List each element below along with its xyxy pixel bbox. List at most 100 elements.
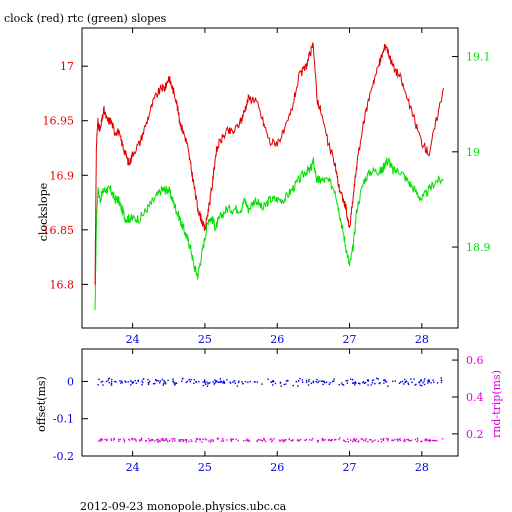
rndtrip-point <box>113 437 115 440</box>
offset-point <box>111 381 113 383</box>
bottom-ylabel: offset(ms) <box>35 376 48 432</box>
rndtrip-point <box>151 439 153 441</box>
top-x-tick-label: 24 <box>126 333 140 346</box>
offset-point <box>295 381 297 383</box>
offset-point <box>204 383 207 385</box>
top-x-tick-label: 28 <box>415 333 429 346</box>
rndtrip-point <box>145 440 147 442</box>
rndtrip-point <box>174 440 176 442</box>
offset-point <box>130 380 132 382</box>
rndtrip-point <box>382 438 384 441</box>
offset-point <box>214 379 216 381</box>
rndtrip-point <box>186 439 188 441</box>
rndtrip-point <box>106 438 108 441</box>
rndtrip-point <box>305 438 307 441</box>
offset-point <box>97 384 99 386</box>
rndtrip-point <box>354 439 356 442</box>
rndtrip-point <box>374 439 376 441</box>
offset-point <box>325 381 328 383</box>
rndtrip-point <box>178 440 180 442</box>
rndtrip-point <box>428 440 431 442</box>
offset-point <box>232 381 234 383</box>
rndtrip-point <box>355 440 357 443</box>
offset-point <box>286 379 288 382</box>
offset-point <box>130 384 132 386</box>
offset-point <box>280 385 282 387</box>
rndtrip-point <box>99 439 101 441</box>
rndtrip-point <box>429 439 432 442</box>
bottom-y2-tick-label: 0.2 <box>466 428 484 441</box>
rndtrip-point <box>425 440 427 442</box>
offset-point <box>341 382 343 384</box>
rndtrip-point <box>279 440 281 442</box>
offset-point <box>379 382 381 384</box>
rndtrip-point <box>288 438 290 441</box>
offset-point <box>272 380 274 382</box>
offset-point <box>102 384 104 386</box>
offset-point <box>142 381 144 384</box>
offset-point <box>164 383 167 385</box>
rndtrip-point <box>441 438 444 440</box>
rndtrip-point <box>160 439 162 441</box>
offset-point <box>346 382 349 384</box>
offset-point <box>323 380 325 383</box>
offset-point <box>338 384 340 386</box>
rndtrip-point <box>409 440 411 442</box>
offset-point <box>241 381 243 383</box>
rndtrip-point <box>190 439 192 441</box>
offset-point <box>107 379 109 382</box>
footer-text: 2012-09-23 monopole.physics.ubc.ca <box>80 500 287 512</box>
offset-point <box>172 380 174 383</box>
rndtrip-point <box>208 440 210 442</box>
offset-point <box>162 384 164 386</box>
rndtrip-point <box>296 439 299 441</box>
offset-point <box>297 380 300 382</box>
offset-point <box>111 378 113 381</box>
rndtrip-point <box>407 438 409 441</box>
rndtrip-point <box>180 438 182 441</box>
offset-point <box>401 380 404 383</box>
offset-point <box>353 382 356 384</box>
rndtrip-point <box>322 439 324 441</box>
offset-point <box>352 382 355 384</box>
rndtrip-point <box>222 440 224 442</box>
rndtrip-point <box>281 440 284 442</box>
offset-point <box>305 379 308 382</box>
offset-point <box>220 381 223 383</box>
rtc-series-line <box>94 157 444 311</box>
rndtrip-point <box>182 440 184 442</box>
rndtrip-point <box>278 439 281 441</box>
offset-point <box>432 379 434 381</box>
offset-point <box>101 380 104 383</box>
rndtrip-point <box>427 439 429 441</box>
rndtrip-point <box>113 439 115 441</box>
offset-point <box>310 382 313 384</box>
offset-point <box>137 379 139 382</box>
offset-point <box>440 381 443 384</box>
offset-point <box>370 384 372 386</box>
top-x-tick-label: 25 <box>198 333 212 346</box>
rndtrip-point <box>106 439 108 442</box>
offset-point <box>108 381 110 384</box>
rndtrip-point <box>357 441 360 443</box>
offset-point <box>214 382 216 384</box>
offset-point <box>350 378 352 380</box>
rndtrip-point <box>98 440 100 442</box>
offset-point <box>358 382 360 385</box>
offset-point <box>329 382 332 384</box>
offset-point <box>137 380 140 383</box>
top-y-tick-label: 16.95 <box>43 115 75 128</box>
offset-point <box>420 379 422 381</box>
offset-point <box>345 380 347 382</box>
offset-point <box>333 380 335 382</box>
top-y2-tick-label: 19 <box>466 146 480 159</box>
rndtrip-point <box>353 437 355 440</box>
rndtrip-point <box>179 440 182 442</box>
rndtrip-point <box>217 438 219 440</box>
rndtrip-point <box>128 439 131 441</box>
rndtrip-point <box>161 437 163 440</box>
bottom-panel: offset(ms) rnd-trip(ms) 24 25 26 27 28 -0.2 -0… <box>35 348 503 474</box>
offset-point <box>120 380 123 382</box>
offset-point <box>242 383 244 385</box>
